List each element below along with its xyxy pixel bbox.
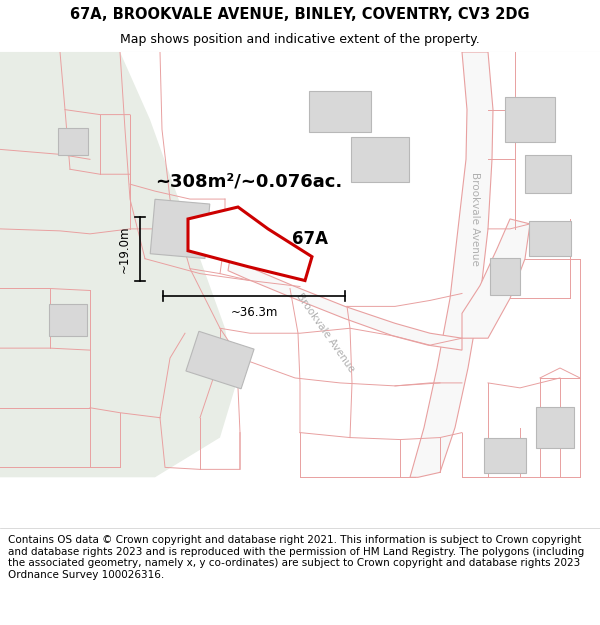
Polygon shape [186,331,254,389]
Polygon shape [484,438,526,473]
Polygon shape [351,137,409,182]
Text: Brookvale Avenue: Brookvale Avenue [470,172,480,266]
Polygon shape [490,258,520,296]
Polygon shape [462,219,530,338]
Text: ~19.0m: ~19.0m [118,225,131,272]
Polygon shape [58,127,88,156]
Polygon shape [536,407,574,449]
Polygon shape [505,98,555,142]
Polygon shape [0,52,235,478]
Text: Map shows position and indicative extent of the property.: Map shows position and indicative extent… [120,32,480,46]
Polygon shape [188,207,312,281]
Polygon shape [410,52,493,478]
Text: ~36.3m: ~36.3m [230,306,278,319]
Text: Brookvale Avenue: Brookvale Avenue [294,292,356,374]
Polygon shape [309,91,371,132]
Polygon shape [525,156,571,193]
Text: 67A: 67A [292,230,328,248]
Polygon shape [150,199,210,259]
Text: Contains OS data © Crown copyright and database right 2021. This information is : Contains OS data © Crown copyright and d… [8,535,584,580]
Polygon shape [228,259,462,350]
Polygon shape [49,304,87,336]
Polygon shape [529,221,571,256]
Text: ~308m²/~0.076ac.: ~308m²/~0.076ac. [155,172,342,190]
Text: 67A, BROOKVALE AVENUE, BINLEY, COVENTRY, CV3 2DG: 67A, BROOKVALE AVENUE, BINLEY, COVENTRY,… [70,7,530,22]
